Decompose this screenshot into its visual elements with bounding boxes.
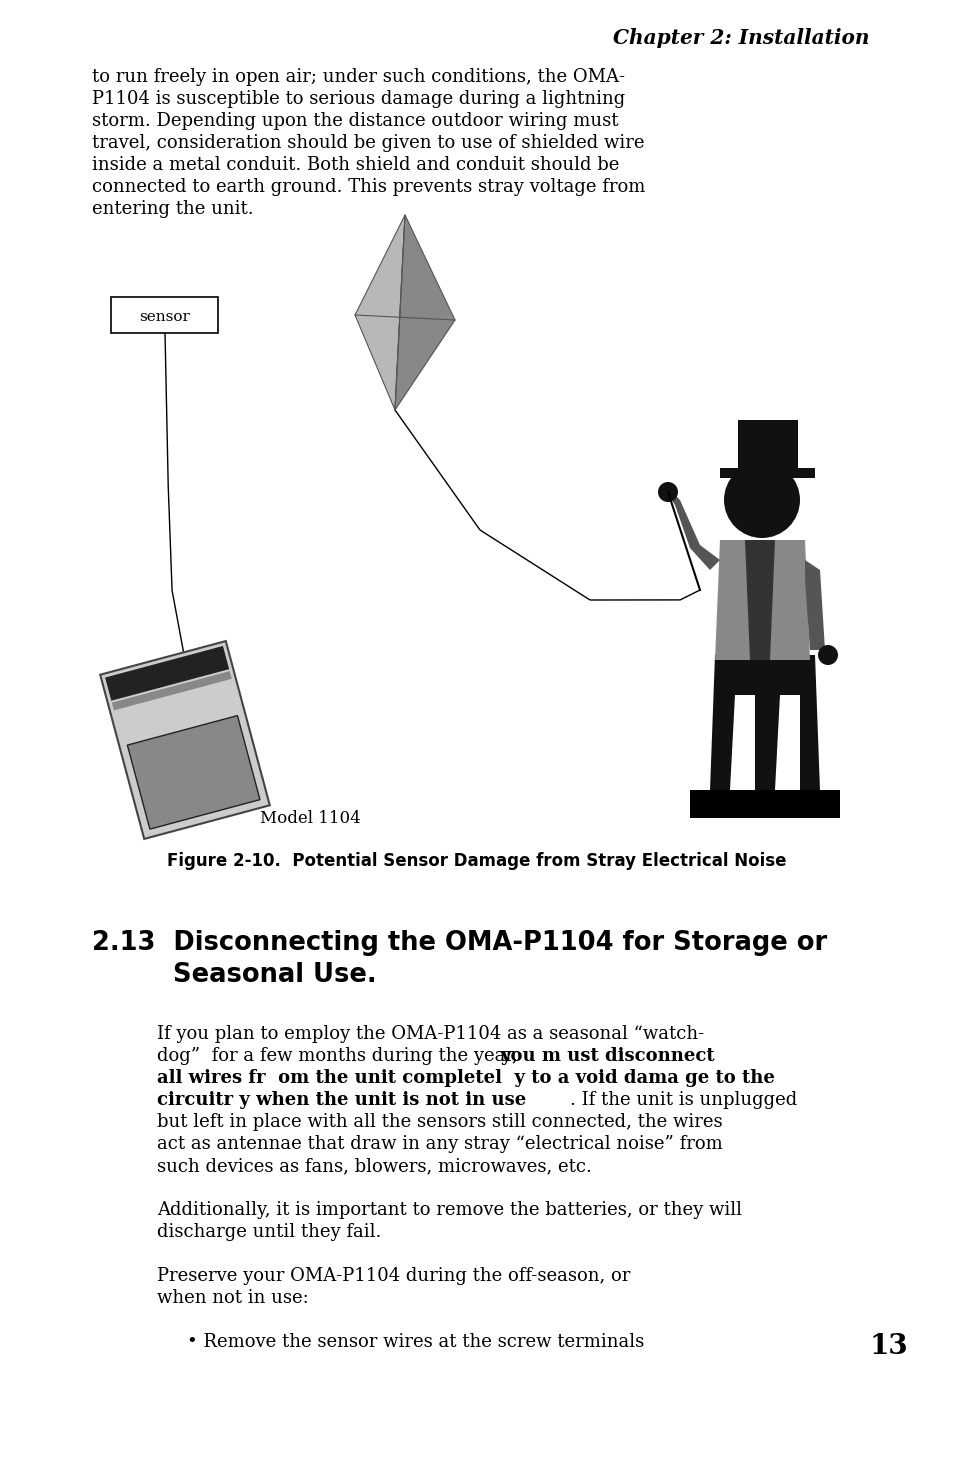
Text: 2.13  Disconnecting the OMA-P1104 for Storage or: 2.13 Disconnecting the OMA-P1104 for Sto… [91,931,826,956]
Text: Chapter 2: Installation: Chapter 2: Installation [613,28,869,49]
Text: dog”  for a few months during the year,: dog” for a few months during the year, [157,1047,523,1065]
Text: Additionally, it is important to remove the batteries, or they will: Additionally, it is important to remove … [157,1201,741,1218]
Polygon shape [395,215,455,410]
Text: entering the unit.: entering the unit. [91,201,253,218]
Circle shape [817,645,837,665]
Bar [720,468,814,478]
Text: such devices as fans, blowers, microwaves, etc.: such devices as fans, blowers, microwave… [157,1156,592,1176]
Polygon shape [355,215,405,410]
Text: when not in use:: when not in use: [157,1289,309,1307]
Text: Model 1104: Model 1104 [260,810,360,827]
Text: 13: 13 [869,1333,907,1360]
Text: but left in place with all the sensors still connected, the wires: but left in place with all the sensors s… [157,1114,722,1131]
Text: circuitr y when the unit is not in use: circuitr y when the unit is not in use [157,1092,545,1109]
Circle shape [723,462,800,538]
Polygon shape [714,540,809,659]
Polygon shape [105,646,229,701]
Bar [689,791,840,819]
Polygon shape [127,715,260,829]
Text: to run freely in open air; under such conditions, the OMA-: to run freely in open air; under such co… [91,68,624,86]
Text: • Remove the sensor wires at the screw terminals: • Remove the sensor wires at the screw t… [187,1333,644,1351]
Polygon shape [804,560,824,650]
Text: Preserve your OMA-P1104 during the off-season, or: Preserve your OMA-P1104 during the off-s… [157,1267,630,1285]
Text: P1104 is susceptible to serious damage during a lightning: P1104 is susceptible to serious damage d… [91,90,624,108]
Text: sensor: sensor [139,310,191,324]
FancyBboxPatch shape [112,296,218,333]
Bar [738,420,797,471]
Text: storm. Depending upon the distance outdoor wiring must: storm. Depending upon the distance outdo… [91,112,618,130]
Text: all wires fr  om the unit completel  y to a void dama ge to the: all wires fr om the unit completel y to … [157,1069,775,1087]
Text: Seasonal Use.: Seasonal Use. [91,962,375,988]
Polygon shape [709,655,820,791]
Polygon shape [664,490,720,569]
Polygon shape [112,671,232,711]
Polygon shape [744,540,774,659]
Text: . If the unit is unplugged: . If the unit is unplugged [569,1092,797,1109]
Text: If you plan to employ the OMA-P1104 as a seasonal “watch-: If you plan to employ the OMA-P1104 as a… [157,1025,704,1043]
Text: you m ust disconnect: you m ust disconnect [499,1047,714,1065]
Polygon shape [100,642,270,839]
Text: connected to earth ground. This prevents stray voltage from: connected to earth ground. This prevents… [91,178,644,196]
Text: inside a metal conduit. Both shield and conduit should be: inside a metal conduit. Both shield and … [91,156,618,174]
Circle shape [658,482,678,502]
Text: act as antennae that draw in any stray “electrical noise” from: act as antennae that draw in any stray “… [157,1134,722,1153]
Text: travel, consideration should be given to use of shielded wire: travel, consideration should be given to… [91,134,643,152]
Text: Figure 2-10.  Potential Sensor Damage from Stray Electrical Noise: Figure 2-10. Potential Sensor Damage fro… [167,853,786,870]
Text: discharge until they fail.: discharge until they fail. [157,1223,381,1240]
